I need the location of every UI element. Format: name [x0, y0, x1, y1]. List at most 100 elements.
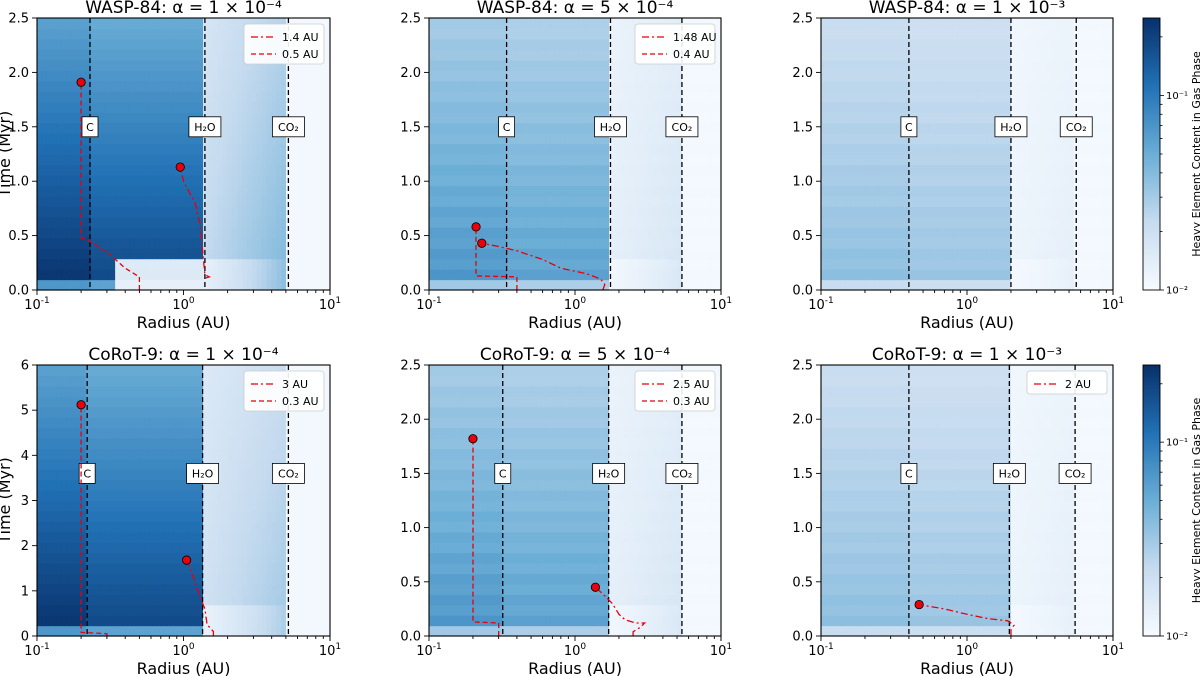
heatmap-cell [183, 91, 189, 103]
heatmap-cell [188, 237, 194, 249]
heatmap-cell [947, 185, 953, 197]
heatmap-cell [37, 417, 43, 429]
heatmap-cell [305, 112, 312, 124]
heatmap-cell [295, 133, 302, 145]
heatmap-cell [821, 279, 827, 291]
heatmap-cell [71, 143, 77, 155]
heatmap-cell [706, 101, 712, 113]
heatmap-cell [864, 174, 871, 186]
heatmap-cell [967, 101, 973, 113]
heatmap-cell [163, 195, 170, 207]
heatmap-cell [889, 80, 895, 92]
heatmap-cell [1088, 237, 1095, 249]
heatmap-cell [682, 80, 688, 92]
heatmap-cell [443, 248, 450, 260]
heatmap-cell [276, 185, 282, 197]
heatmap-cell [1001, 59, 1007, 71]
heatmap-cell [884, 269, 890, 281]
heatmap-cell [884, 122, 890, 134]
heatmap-cell [536, 133, 542, 145]
heatmap-cell [477, 28, 484, 40]
heatmap-cell [41, 396, 48, 408]
heatmap-cell [1020, 91, 1026, 103]
heatmap-cell [947, 174, 953, 186]
heatmap-cell [251, 174, 258, 186]
heatmap-cell [1059, 70, 1065, 82]
heatmap-cell [144, 185, 150, 197]
heatmap-cell [90, 28, 97, 40]
heatmap-cell [212, 195, 219, 207]
heatmap-cell [124, 269, 131, 281]
heatmap-cell [937, 248, 944, 260]
heatmap-cell [952, 174, 958, 186]
heatmap-cell [889, 195, 895, 207]
heatmap-cell [1093, 122, 1099, 134]
heatmap-cell [120, 59, 126, 71]
heatmap-cell [463, 216, 469, 228]
heatmap-cell [320, 80, 326, 92]
heatmap-cell [879, 269, 885, 281]
heatmap-cell [898, 185, 905, 197]
heatmap-cell [1069, 154, 1075, 166]
heatmap-cell [613, 18, 620, 30]
heatmap-cell [1103, 101, 1109, 113]
heatmap-cell [506, 279, 513, 291]
heatmap-cell [859, 143, 866, 155]
heatmap-cell [648, 91, 654, 103]
heatmap-cell [281, 269, 287, 281]
heatmap-cell [477, 279, 484, 291]
heatmap-cell [56, 91, 63, 103]
heatmap-cell [443, 133, 450, 145]
heatmap-cell [526, 164, 532, 176]
heatmap-cell [129, 154, 136, 166]
heatmap-cell [37, 406, 43, 418]
heatmap-cell [144, 143, 150, 155]
heatmap-cell [531, 154, 537, 166]
heatmap-cell [879, 227, 885, 239]
heatmap-cell [1001, 227, 1007, 239]
heatmap-cell [1078, 174, 1085, 186]
heatmap-cell [701, 164, 707, 176]
heatmap-cell [579, 59, 586, 71]
heatmap-cell [667, 237, 673, 249]
heatmap-cell [864, 80, 871, 92]
heatmap-cell [438, 279, 445, 291]
heatmap-cell [37, 448, 43, 460]
heatmap-cell [46, 122, 53, 134]
heatmap-cell [448, 18, 454, 30]
heatmap-cell [46, 510, 53, 522]
heatmap-cell [256, 227, 263, 239]
heatmap-cell [139, 49, 146, 61]
heatmap-cell [1059, 237, 1065, 249]
heatmap-cell [1064, 279, 1070, 291]
heatmap-cell [443, 206, 450, 218]
heatmap-cell [894, 91, 900, 103]
heatmap-cell [855, 59, 861, 71]
heatmap-cell [1059, 195, 1065, 207]
heatmap-cell [144, 28, 150, 40]
heatmap-cell [110, 227, 116, 239]
heatmap-cell [458, 112, 464, 124]
heatmap-cell [232, 237, 238, 249]
heatmap-cell [942, 18, 949, 30]
heatmap-cell [1020, 101, 1026, 113]
heatmap-cell [903, 216, 910, 228]
heatmap-cell [618, 38, 625, 50]
heatmap-cell [1020, 279, 1026, 291]
heatmap-cell [691, 59, 698, 71]
heatmap-cell [115, 101, 121, 113]
heatmap-cell [458, 269, 464, 281]
heatmap-cell [1064, 248, 1070, 260]
heatmap-cell [991, 258, 997, 270]
heatmap-cell [80, 216, 87, 228]
heatmap-cell [545, 258, 552, 270]
heatmap-cell [1108, 49, 1114, 61]
heatmap-cell [859, 185, 866, 197]
heatmap-cell [1010, 216, 1017, 228]
heatmap-cell [71, 174, 77, 186]
heatmap-cell [706, 18, 712, 30]
heatmap-cell [71, 237, 77, 249]
heatmap-cell [575, 59, 581, 71]
heatmap-cell [115, 80, 121, 92]
heatmap-cell [855, 70, 861, 82]
